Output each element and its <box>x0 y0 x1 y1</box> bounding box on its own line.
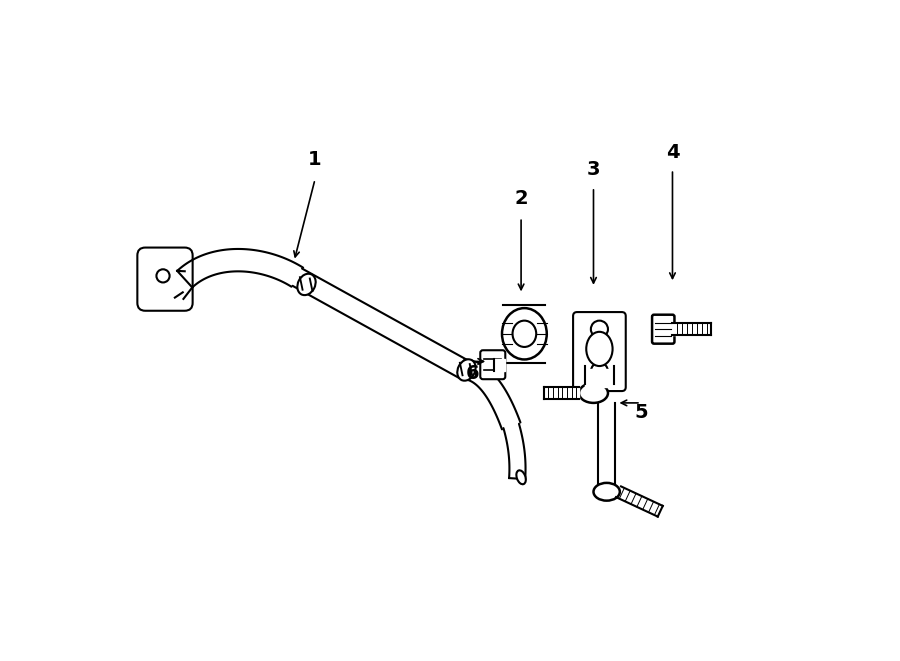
FancyBboxPatch shape <box>573 312 625 391</box>
Text: 5: 5 <box>634 403 648 422</box>
FancyBboxPatch shape <box>138 248 193 311</box>
Polygon shape <box>177 249 303 288</box>
Ellipse shape <box>512 321 536 347</box>
Ellipse shape <box>297 274 316 295</box>
Text: 3: 3 <box>587 160 600 178</box>
Text: 1: 1 <box>309 150 322 169</box>
Polygon shape <box>598 403 616 485</box>
Polygon shape <box>292 268 469 378</box>
Ellipse shape <box>586 332 613 366</box>
Ellipse shape <box>593 483 620 500</box>
Circle shape <box>591 363 608 380</box>
Polygon shape <box>544 387 579 399</box>
FancyBboxPatch shape <box>481 350 505 379</box>
Circle shape <box>591 321 608 338</box>
Text: 4: 4 <box>666 143 680 163</box>
Polygon shape <box>494 359 505 371</box>
Polygon shape <box>503 424 526 479</box>
Circle shape <box>157 269 169 282</box>
Polygon shape <box>585 369 614 387</box>
Ellipse shape <box>579 383 608 403</box>
Text: 6: 6 <box>466 364 480 383</box>
Polygon shape <box>464 360 520 430</box>
Polygon shape <box>616 486 662 517</box>
FancyBboxPatch shape <box>652 315 674 344</box>
Polygon shape <box>672 323 711 335</box>
Ellipse shape <box>457 360 475 381</box>
Ellipse shape <box>517 471 526 485</box>
Ellipse shape <box>502 308 547 360</box>
Text: 2: 2 <box>514 189 528 208</box>
